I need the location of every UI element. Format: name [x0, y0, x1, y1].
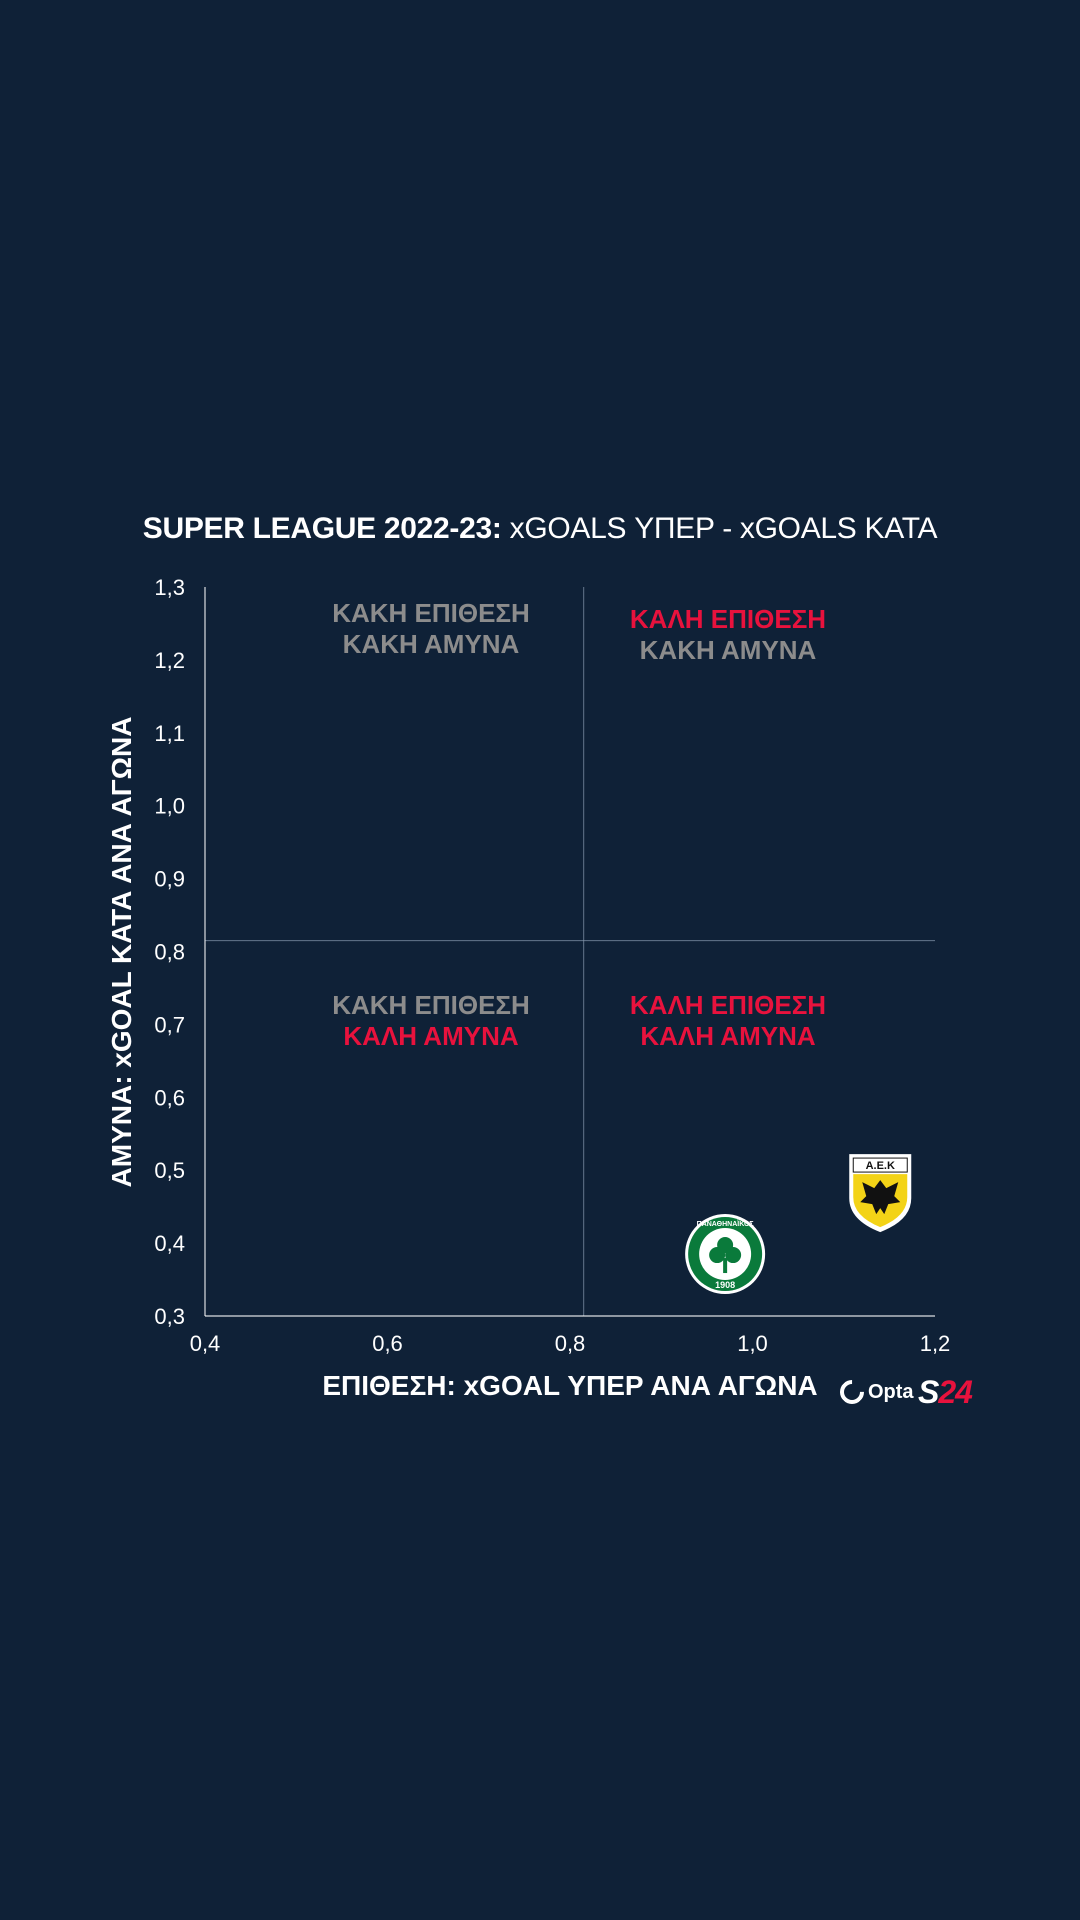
aek-crest-icon: Α.Ε.Κ	[849, 1154, 912, 1233]
data-points: ΠΑΝΑΘΗΝΑΪΚΟΣ 1908 Α.Ε.Κ	[685, 1154, 912, 1295]
s24-logo: S24	[918, 1374, 973, 1411]
reference-lines	[205, 587, 935, 1316]
shield-text: Α.Ε.Κ	[866, 1160, 895, 1172]
axes	[204, 587, 935, 1317]
quadrant-label-top-right-attack: ΚΑΛΗ ΕΠΙΘΕΣΗ	[630, 604, 826, 634]
y-tick-label: 1,2	[154, 648, 185, 673]
x-tick-label: 1,2	[920, 1331, 951, 1356]
clover-stem	[723, 1258, 728, 1274]
y-tick-label: 0,9	[154, 867, 185, 892]
shield-banner	[852, 1157, 908, 1173]
opta-ring-icon	[835, 1375, 869, 1409]
eagle-icon	[860, 1180, 901, 1215]
quadrant-label-top-right-defense: ΚΑΚΗ ΑΜΥΝΑ	[640, 635, 817, 665]
tick-labels: 0,4 0,6 0,8 1,0 1,20,30,40,50,60,70,80,91,01…	[154, 575, 950, 1356]
quadrant-label-top-left-attack: ΚΑΚΗ ΕΠΙΘΕΣΗ	[332, 598, 530, 628]
y-tick-label: 0,8	[154, 940, 185, 965]
chart-title-normal: xGOALS ΥΠΕΡ - xGOALS ΚΑΤΑ	[501, 512, 938, 545]
crest-text: ΠΑΝΑΘΗΝΑΪΚΟΣ	[697, 1220, 754, 1228]
y-tick-label: 1,3	[154, 575, 185, 600]
quadrant-label-bottom-right-defense: ΚΑΛΗ ΑΜΥΝΑ	[640, 1021, 815, 1051]
quadrant-label-bottom-left-defense: ΚΑΛΗ ΑΜΥΝΑ	[343, 1021, 518, 1051]
y-tick-label: 1,1	[154, 721, 185, 746]
y-tick-label: 0,6	[154, 1085, 185, 1110]
clover-leaf-right	[725, 1247, 742, 1264]
s24-24: 24	[938, 1374, 973, 1410]
crest-inner	[699, 1228, 752, 1281]
y-tick-label: 0,3	[154, 1304, 185, 1329]
quadrant-label-bottom-right-attack: ΚΑΛΗ ΕΠΙΘΕΣΗ	[630, 990, 826, 1020]
y-axis-title: ΑΜΥΝΑ: xGOAL ΚΑΤΑ ΑΝΑ ΑΓΩΝΑ	[106, 717, 137, 1188]
x-axis-title: ΕΠΙΘΕΣΗ: xGOAL ΥΠΕΡ ΑΝΑ ΑΓΩΝΑ	[322, 1370, 817, 1401]
opta-logo: Opta	[835, 1375, 914, 1409]
quadrant-label-top-left-defense: ΚΑΚΗ ΑΜΥΝΑ	[343, 629, 520, 659]
y-tick-label: 1,0	[154, 794, 185, 819]
y-tick-label: 0,7	[154, 1012, 185, 1037]
x-tick-label: 0,8	[555, 1331, 586, 1356]
x-tick-label: 0,6	[372, 1331, 403, 1356]
clover-leaf-left	[709, 1247, 726, 1264]
s24-s: S	[918, 1374, 939, 1410]
quadrant-label-bottom-left-attack: ΚΑΚΗ ΕΠΙΘΕΣΗ	[332, 990, 530, 1020]
crest-year: 1908	[715, 1280, 735, 1290]
chart-title-bold: SUPER LEAGUE 2022-23:	[142, 512, 502, 545]
y-tick-label: 0,4	[154, 1231, 185, 1256]
x-tick-label: 1,0	[737, 1331, 768, 1356]
y-tick-label: 0,5	[154, 1158, 185, 1183]
panathinaikos-crest-icon: ΠΑΝΑΘΗΝΑΪΚΟΣ 1908	[685, 1214, 766, 1295]
opta-wordmark: Opta	[868, 1380, 914, 1403]
x-tick-label: 0,4	[190, 1331, 221, 1356]
chart-title: SUPER LEAGUE 2022-23: xGOALS ΥΠΕΡ - xGOA…	[0, 512, 1080, 546]
